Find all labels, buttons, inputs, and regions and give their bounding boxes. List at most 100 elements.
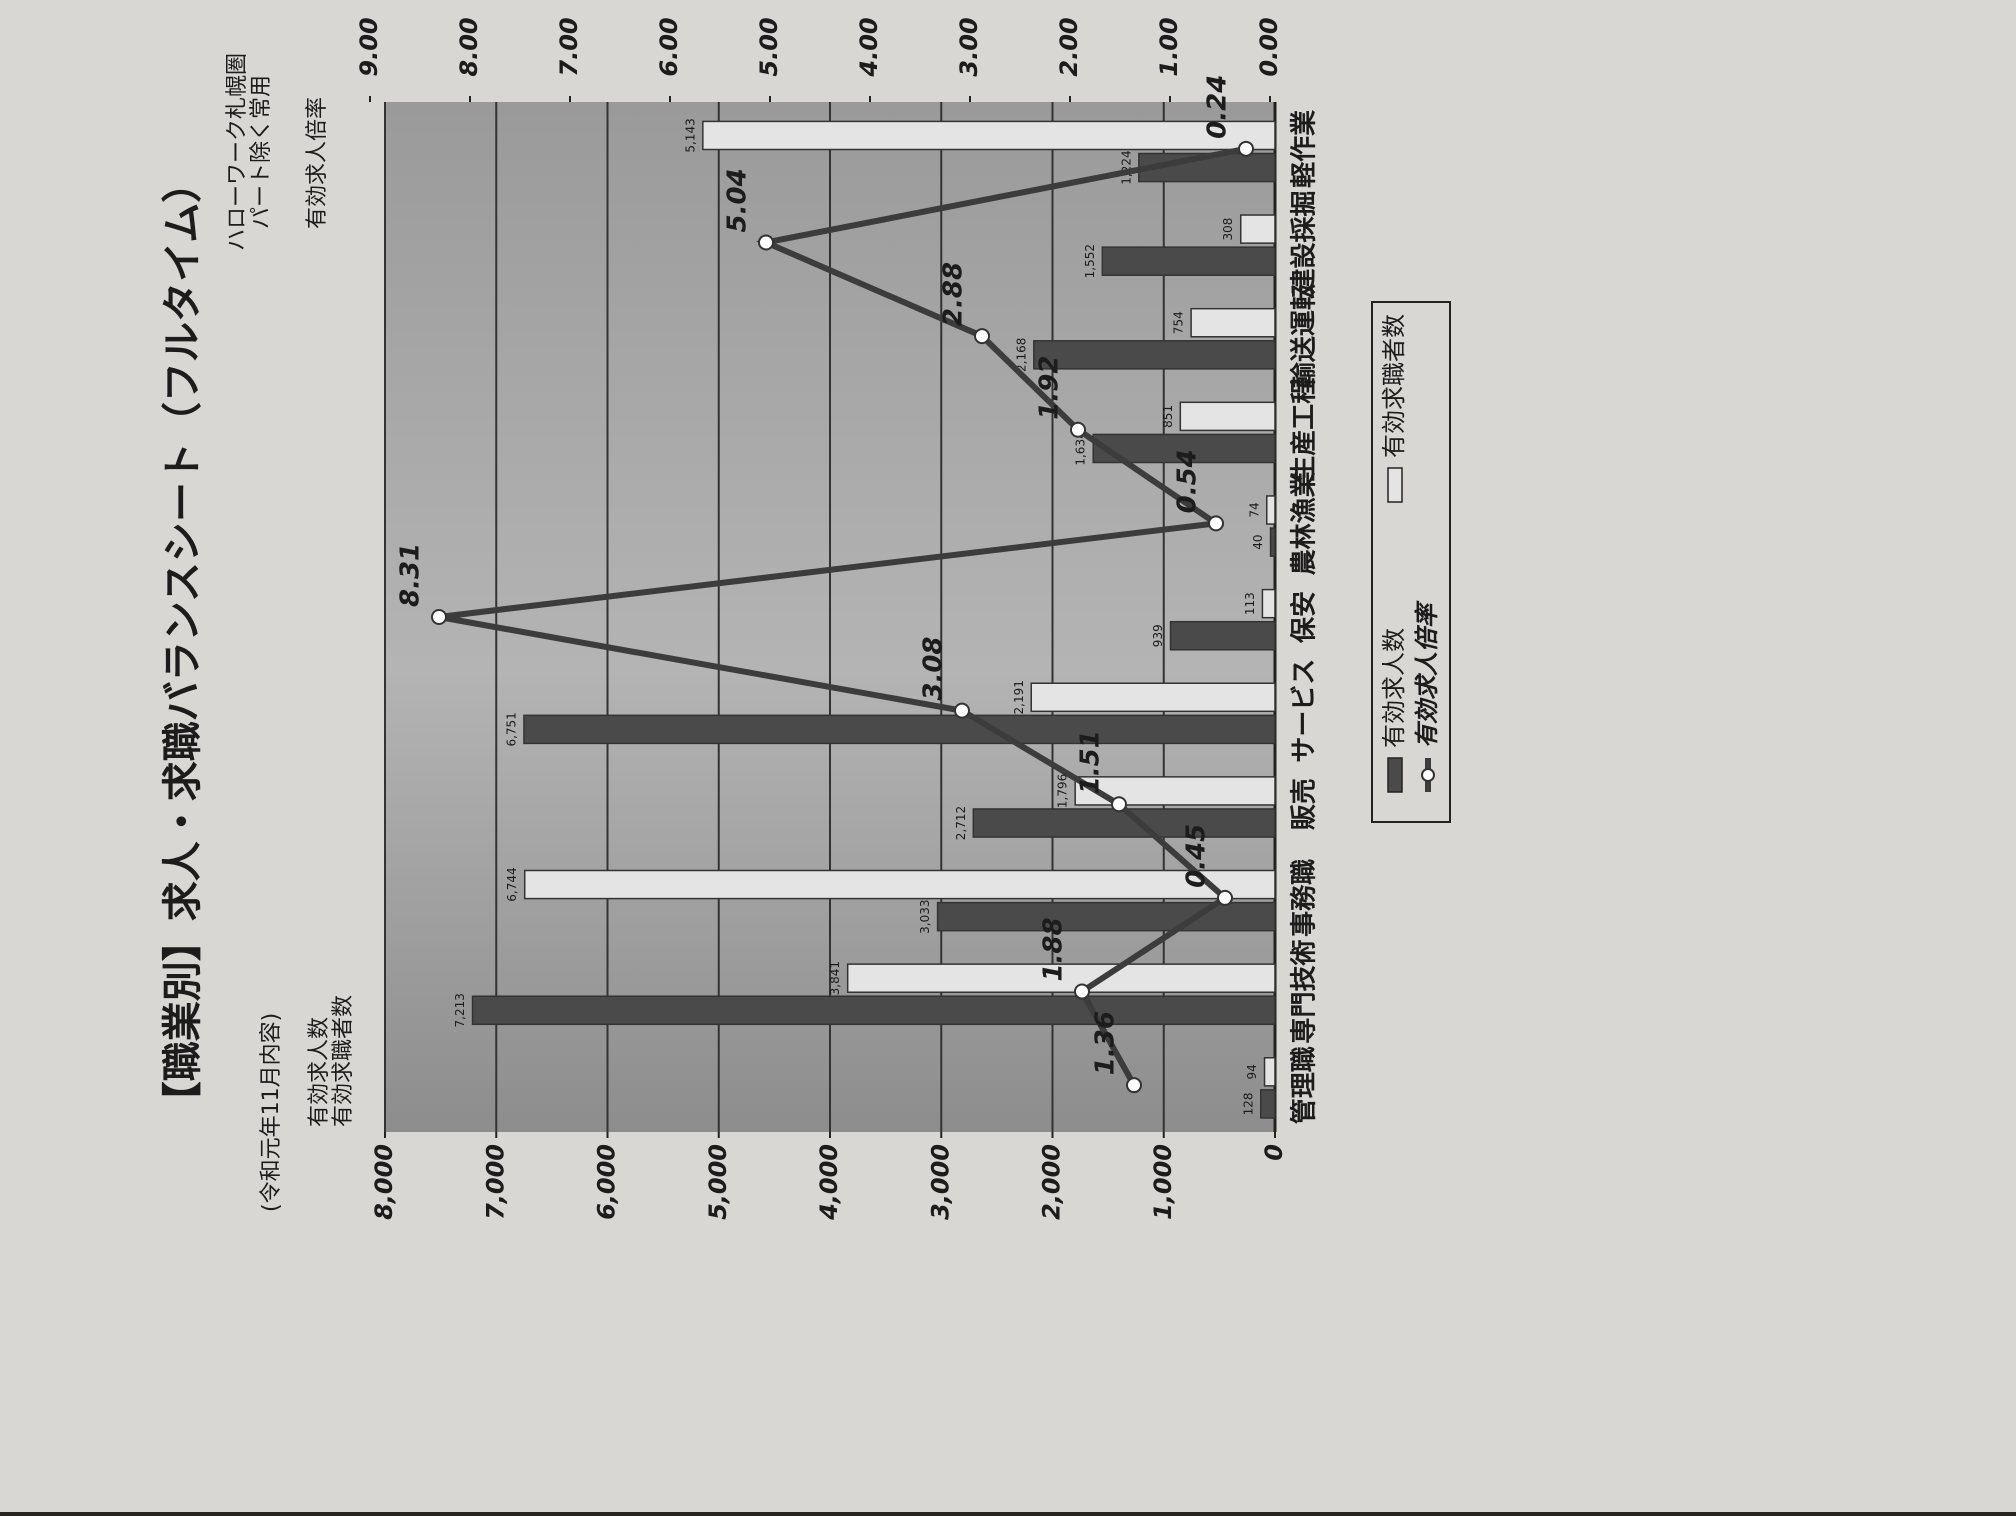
bar-value-label: 128 xyxy=(1241,1092,1255,1115)
bar-value-label: 6,751 xyxy=(504,712,518,746)
bar-value-label: 308 xyxy=(1221,218,1235,241)
line-value-label: 8.31 xyxy=(396,543,426,607)
line-marker xyxy=(1208,515,1224,532)
bar-value-label: 7,213 xyxy=(453,993,467,1027)
bar xyxy=(1269,527,1276,557)
legend-label: 有効求人倍率 xyxy=(1413,600,1441,748)
bar xyxy=(1263,1057,1276,1087)
legend-swatch xyxy=(1387,757,1403,793)
x-tick-label: 事務職 xyxy=(1290,859,1320,937)
x-tick-label: 輸送運転 xyxy=(1289,284,1320,388)
bar-value-label: 754 xyxy=(1172,311,1186,334)
line-value-label: 1.88 xyxy=(1039,917,1069,981)
bar-value-label: 74 xyxy=(1247,502,1261,517)
y2-tick-label: 7.00 xyxy=(555,17,583,76)
line-marker xyxy=(1070,421,1086,438)
y-tick-label: 8,000 xyxy=(370,1144,398,1220)
bar xyxy=(1239,214,1276,244)
legend-swatch xyxy=(1421,768,1435,782)
line-marker xyxy=(1217,889,1233,906)
bar xyxy=(1266,495,1276,525)
bar-value-label: 40 xyxy=(1251,534,1265,549)
x-tick-label: 専門技術 xyxy=(1290,940,1320,1044)
bar-value-label: 2,168 xyxy=(1014,338,1028,372)
x-tick-label: サービス xyxy=(1290,659,1320,763)
y2-tick-label: 8.00 xyxy=(455,17,483,76)
x-tick-label: 販売 xyxy=(1290,778,1320,830)
y-tick-label: 5,000 xyxy=(704,1144,732,1220)
line-marker xyxy=(1074,983,1090,1000)
line-marker xyxy=(431,609,447,625)
line-marker xyxy=(974,328,990,345)
line-marker xyxy=(1111,796,1127,813)
bar xyxy=(846,963,1276,993)
y2-tick-label: 9.00 xyxy=(355,17,383,76)
bar xyxy=(1101,246,1276,276)
source: パート除く常用 xyxy=(249,75,274,229)
y-tick-label: 7,000 xyxy=(481,1144,509,1220)
bar-value-label: 1,224 xyxy=(1119,150,1133,184)
bar-value-label: 1,796 xyxy=(1056,774,1070,808)
x-tick-label: 管理職 xyxy=(1290,1046,1320,1124)
line-marker xyxy=(758,234,774,251)
bar-value-label: 3,841 xyxy=(828,961,842,995)
line-value-label: 2.88 xyxy=(939,262,969,326)
line-marker xyxy=(1126,1077,1142,1094)
y-axis-label: 有効求人数 xyxy=(307,1017,332,1127)
bar xyxy=(936,901,1276,932)
y-tick-label: 0 xyxy=(1260,1144,1288,1161)
bar-value-label: 1,552 xyxy=(1083,244,1097,278)
x-tick-label: 農林漁業 xyxy=(1290,471,1320,575)
bar-value-label: 1,634 xyxy=(1074,431,1088,465)
bar xyxy=(1260,1089,1276,1119)
line-value-label: 0.45 xyxy=(1182,824,1212,888)
bar xyxy=(972,808,1276,838)
source: ハローワーク札幌圏 xyxy=(225,53,250,251)
bar xyxy=(702,120,1276,151)
line-value-label: 3.08 xyxy=(919,636,949,700)
x-tick-label: 保安 xyxy=(1290,591,1320,644)
bar-value-label: 6,744 xyxy=(505,867,519,901)
rotated-sheet: 【職業別】求人・求職バランスシート（フルタイム） (令和元年11月内容) ハロー… xyxy=(160,17,1451,1221)
line-value-label: 1.36 xyxy=(1091,1011,1121,1075)
y-tick-label: 2,000 xyxy=(1038,1144,1066,1220)
x-tick-label: 生産工程 xyxy=(1289,378,1320,482)
y2-tick-label: 4.00 xyxy=(855,17,883,77)
line-value-label: 0.54 xyxy=(1173,449,1203,513)
line-marker xyxy=(1238,140,1254,157)
y2-tick-label: 3.00 xyxy=(955,17,983,76)
bar-value-label: 113 xyxy=(1243,592,1257,615)
bar xyxy=(1074,776,1276,806)
bar xyxy=(1092,433,1276,464)
bar-value-label: 939 xyxy=(1151,624,1165,647)
bar xyxy=(523,869,1276,900)
legend-box xyxy=(1371,301,1451,823)
y2-tick-label: 1.00 xyxy=(1155,17,1183,76)
bar-value-label: 94 xyxy=(1245,1064,1259,1079)
legend-swatch xyxy=(1387,467,1403,503)
bar xyxy=(1261,588,1276,619)
bar-value-label: 3,033 xyxy=(918,899,932,933)
chart-title: 【職業別】求人・求職バランスシート（フルタイム） xyxy=(160,163,206,1121)
line-value-label: 5.04 xyxy=(723,168,753,232)
legend-label: 有効求職者数 xyxy=(1380,314,1408,458)
bar xyxy=(1169,620,1276,651)
line-value-label: 1.51 xyxy=(1076,730,1106,794)
y2-tick-label: 6.00 xyxy=(655,17,683,76)
chart-subtitle: (令和元年11月内容) xyxy=(259,1013,284,1212)
bar xyxy=(1179,401,1276,432)
bar-value-label: 5,143 xyxy=(683,118,697,152)
legend-label: 有効求人数 xyxy=(1380,628,1408,748)
line-value-label: 0.24 xyxy=(1203,75,1233,139)
line-marker xyxy=(954,702,970,719)
y-tick-label: 6,000 xyxy=(593,1144,621,1220)
bar xyxy=(1030,682,1276,713)
bar-value-label: 851 xyxy=(1161,405,1175,428)
y2-axis-label: 有効求人倍率 xyxy=(305,97,330,229)
x-tick-label: 建設採掘 xyxy=(1289,190,1320,294)
y2-tick-label: 2.00 xyxy=(1055,17,1083,76)
y-tick-label: 3,000 xyxy=(926,1144,954,1220)
y-tick-label: 4,000 xyxy=(815,1144,843,1221)
bar xyxy=(471,995,1276,1026)
